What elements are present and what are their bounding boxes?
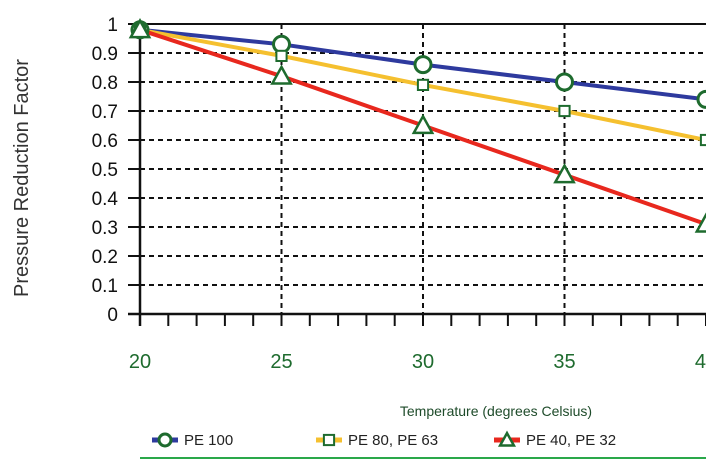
legend-label: PE 40, PE 32 bbox=[526, 432, 616, 449]
data-point-triangle bbox=[128, 18, 152, 39]
y-tick-label: 0.5 bbox=[92, 160, 118, 181]
data-point-triangle bbox=[411, 113, 435, 135]
data-point-square bbox=[322, 433, 336, 447]
legend: PE 100 PE 80, PE 63 PE 40, PE 32 bbox=[152, 430, 616, 449]
data-point-triangle bbox=[694, 212, 706, 233]
y-tick-label: 0.3 bbox=[92, 218, 118, 239]
y-tick-label: 1 bbox=[107, 15, 118, 36]
y-tick-label: 0.8 bbox=[92, 73, 118, 94]
y-tick-label: 0 bbox=[107, 305, 118, 326]
x-tick-label: 25 bbox=[270, 351, 292, 373]
x-tick-labels: 20 25 30 35 40 bbox=[129, 351, 706, 373]
y-tick-label: 0.2 bbox=[92, 247, 118, 268]
x-tick-label: 30 bbox=[412, 351, 434, 373]
y-tick-label: 0.4 bbox=[92, 189, 119, 210]
data-point-square bbox=[275, 49, 288, 62]
data-point-circle bbox=[555, 72, 574, 92]
data-point-circle bbox=[413, 55, 433, 75]
y-tick-label: 0.6 bbox=[92, 131, 118, 152]
data-point-square bbox=[558, 104, 571, 118]
data-point-circle bbox=[157, 432, 173, 448]
series-markers bbox=[128, 18, 706, 233]
x-tick-label: 40 bbox=[695, 351, 706, 373]
data-point-square bbox=[416, 78, 430, 92]
data-point-circle bbox=[696, 89, 706, 109]
y-tick-label: 0.7 bbox=[92, 102, 118, 123]
data-point-triangle bbox=[553, 163, 576, 184]
legend-label: PE 100 bbox=[184, 432, 233, 449]
y-tick-labels: 0 0.1 0.2 0.3 0.4 0.5 0.6 0.7 0.8 0.9 1 bbox=[92, 15, 119, 326]
x-axis-title: Temperature (degrees Celsius) bbox=[400, 403, 592, 419]
data-point-triangle bbox=[497, 430, 517, 447]
y-axis-title: Pressure Reduction Factor bbox=[11, 59, 33, 297]
y-tick-label: 0.9 bbox=[92, 44, 118, 65]
y-tick-label: 0.1 bbox=[92, 276, 118, 297]
legend-label: PE 80, PE 63 bbox=[348, 432, 438, 449]
data-point-square bbox=[699, 133, 706, 147]
x-tick-label: 35 bbox=[553, 351, 575, 373]
x-tick-label: 20 bbox=[129, 351, 151, 373]
data-point-triangle bbox=[270, 64, 293, 85]
